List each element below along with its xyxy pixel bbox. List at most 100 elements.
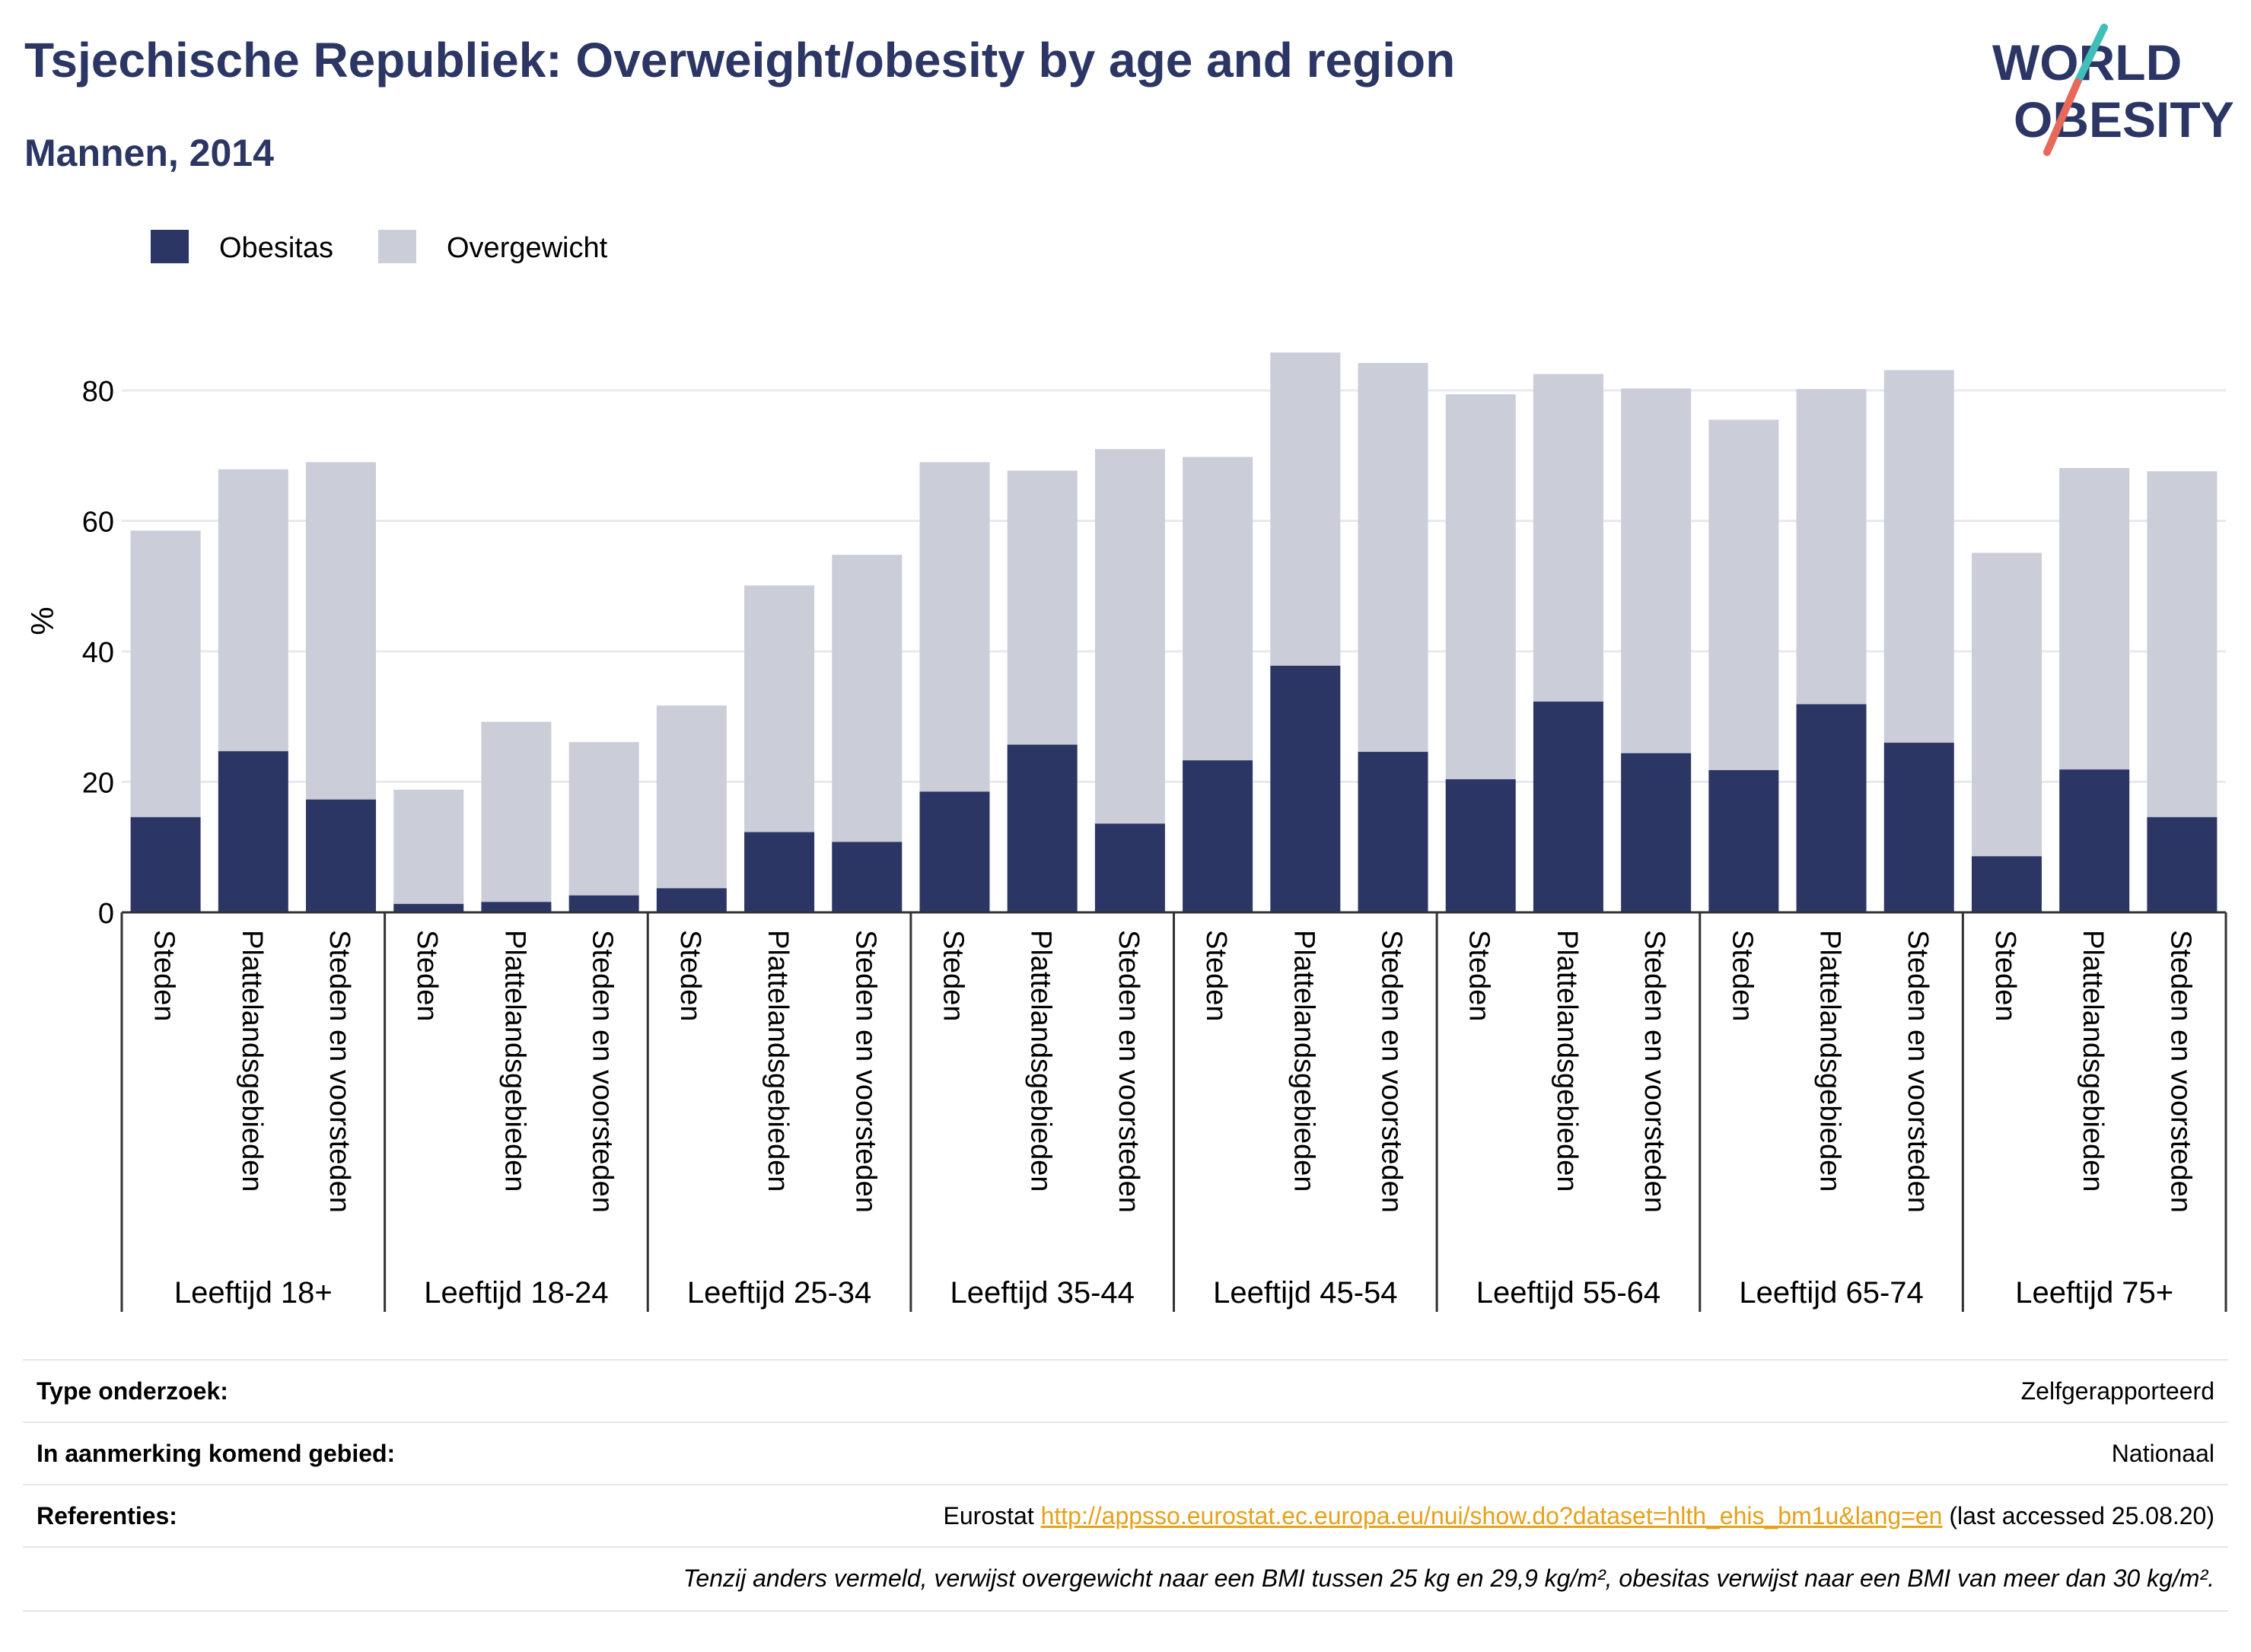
bar-overgewicht xyxy=(744,585,815,832)
x-category-label: Plattelandsgebieden xyxy=(762,930,794,1192)
reference-prefix: Eurostat xyxy=(943,1502,1041,1529)
x-category-label: Plattelandsgebieden xyxy=(236,930,268,1192)
bar-obesitas xyxy=(1358,752,1428,912)
x-group-label: Leeftijd 75+ xyxy=(2015,1276,2173,1310)
bar-overgewicht xyxy=(1445,394,1516,780)
bar-obesitas xyxy=(832,842,903,912)
world-obesity-logo: WORLD OBESITY xyxy=(1992,24,2234,156)
bar-obesitas xyxy=(744,832,815,912)
x-group-label: Leeftijd 55-64 xyxy=(1476,1276,1660,1310)
legend-label-0: Obesitas xyxy=(219,232,333,264)
bar-obesitas xyxy=(1007,744,1078,912)
page-title: Tsjechische Republiek: Overweight/obesit… xyxy=(24,33,1456,88)
bar-obesitas xyxy=(1533,702,1603,912)
bar-overgewicht xyxy=(656,705,727,889)
y-tick-label: 60 xyxy=(82,507,114,539)
y-tick-label: 40 xyxy=(82,637,114,669)
bar-obesitas xyxy=(1094,823,1165,912)
x-category-label: Steden xyxy=(1989,930,2021,1021)
x-group-label: Leeftijd 45-54 xyxy=(1213,1276,1397,1310)
reference-link[interactable]: http://appsso.eurostat.ec.europa.eu/nui/… xyxy=(1040,1502,1943,1529)
bar-overgewicht xyxy=(568,742,639,896)
info-row-survey-type: Type onderzoek: Zelfgerapporteerd xyxy=(23,1359,2228,1423)
x-category-label: Steden en voorsteden xyxy=(2164,930,2196,1213)
bar-overgewicht xyxy=(1708,419,1779,771)
bar-overgewicht xyxy=(306,462,377,800)
x-category-label: Steden en voorsteden xyxy=(1376,930,1408,1213)
x-category-label: Steden xyxy=(1463,930,1495,1021)
bar-overgewicht xyxy=(481,721,552,902)
logo-slash-red-icon xyxy=(2043,78,2081,156)
x-category-label: Plattelandsgebieden xyxy=(2077,930,2109,1192)
x-category-label: Steden xyxy=(937,930,969,1021)
bar-obesitas xyxy=(306,799,377,912)
info-row-area: In aanmerking komend gebied: Nationaal xyxy=(23,1421,2228,1485)
bar-obesitas xyxy=(1183,760,1253,912)
bar-overgewicht xyxy=(1883,370,1954,743)
x-category-label: Steden en voorsteden xyxy=(1902,930,1934,1213)
info-row-note: Tenzij anders vermeld, verwijst overgewi… xyxy=(23,1546,2228,1610)
bar-obesitas xyxy=(1708,770,1779,912)
x-category-label: Steden en voorsteden xyxy=(849,930,881,1213)
info-label: In aanmerking komend gebied: xyxy=(37,1440,396,1467)
x-category-label: Steden xyxy=(1200,930,1232,1021)
bar-obesitas xyxy=(1445,779,1516,912)
y-tick-label: 80 xyxy=(82,376,114,408)
bar-obesitas xyxy=(1796,704,1867,912)
bar-overgewicht xyxy=(2147,471,2218,817)
bar-obesitas xyxy=(393,903,464,912)
bar-overgewicht xyxy=(1094,449,1165,824)
bar-obesitas xyxy=(130,816,201,912)
y-tick-label: 20 xyxy=(82,768,114,800)
bar-overgewicht xyxy=(832,555,903,842)
bar-overgewicht xyxy=(218,469,288,752)
y-axis-label: % xyxy=(24,606,60,635)
bar-obesitas xyxy=(481,902,552,912)
bar-obesitas xyxy=(656,888,727,912)
bar-overgewicht xyxy=(1358,362,1428,753)
x-category-label: Plattelandsgebieden xyxy=(498,930,530,1192)
x-group-label: Leeftijd 18+ xyxy=(174,1276,333,1310)
x-category-label: Steden en voorsteden xyxy=(1113,930,1145,1213)
x-category-label: Plattelandsgebieden xyxy=(1025,930,1057,1192)
legend-swatch-0 xyxy=(151,230,189,263)
x-category-label: Steden xyxy=(148,930,180,1021)
bar-obesitas xyxy=(1971,856,2042,912)
x-category-label: Steden en voorsteden xyxy=(1638,930,1670,1213)
bar-overgewicht xyxy=(393,789,464,904)
x-group-label: Leeftijd 35-44 xyxy=(950,1276,1134,1310)
page-subtitle: Mannen, 2014 xyxy=(24,132,274,174)
legend-label-1: Overgewicht xyxy=(447,232,608,264)
bar-obesitas xyxy=(2147,816,2218,912)
bar-overgewicht xyxy=(1533,374,1603,702)
x-category-label: Steden xyxy=(1726,930,1758,1021)
x-category-label: Steden xyxy=(411,930,443,1021)
x-group-label: Leeftijd 65-74 xyxy=(1739,1276,1923,1310)
info-row-references: Referenties: Eurostat http://appsso.euro… xyxy=(23,1484,2228,1548)
bar-obesitas xyxy=(1883,743,1954,912)
bar-overgewicht xyxy=(2059,468,2130,770)
info-label: Type onderzoek: xyxy=(37,1377,228,1405)
info-label: Referenties: xyxy=(37,1502,177,1529)
info-value: Nationaal xyxy=(2111,1440,2214,1467)
x-group-label: Leeftijd 25-34 xyxy=(687,1276,871,1310)
legend-swatch-1 xyxy=(378,230,416,263)
x-category-label: Plattelandsgebieden xyxy=(1288,930,1320,1192)
bar-overgewicht xyxy=(1971,552,2042,857)
bar-obesitas xyxy=(1270,665,1341,912)
x-group-label: Leeftijd 18-24 xyxy=(424,1276,608,1310)
bar-obesitas xyxy=(1621,753,1692,912)
info-value: Zelfgerapporteerd xyxy=(2020,1377,2214,1405)
definition-note: Tenzij anders vermeld, verwijst overgewi… xyxy=(683,1564,2214,1592)
bar-obesitas xyxy=(568,895,639,912)
info-value: Eurostat http://appsso.eurostat.ec.europ… xyxy=(944,1502,2214,1530)
stacked-bar-chart: Obesitas Overgewicht 0 20 40 60 80% Steden Platt… xyxy=(24,230,2227,1312)
x-category-label: Plattelandsgebieden xyxy=(1814,930,1846,1192)
bar-overgewicht xyxy=(1796,389,1867,705)
bar-overgewicht xyxy=(1270,352,1341,666)
bar-obesitas xyxy=(2059,769,2130,912)
y-tick-label: 0 xyxy=(98,898,114,930)
logo-slash-teal-icon xyxy=(2074,24,2108,86)
bar-overgewicht xyxy=(130,530,201,817)
bar-obesitas xyxy=(218,751,288,912)
